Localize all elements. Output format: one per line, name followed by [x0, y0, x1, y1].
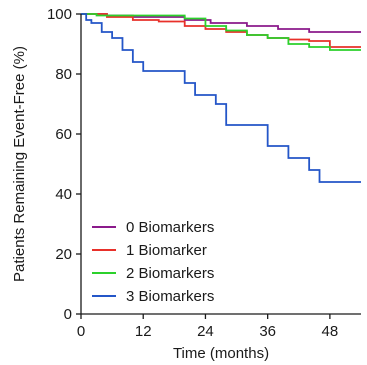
- y-ticks: 0 20 40 60 80 100: [47, 6, 81, 323]
- x-tick-label: 0: [77, 323, 85, 340]
- y-tick-label: 100: [47, 6, 72, 23]
- legend-label: 2 Biomarkers: [126, 265, 214, 282]
- x-axis-title: Time (months): [173, 345, 269, 362]
- axes: [80, 14, 361, 315]
- y-tick-label: 20: [55, 246, 72, 263]
- plot-lines: [81, 13, 361, 183]
- legend-label: 3 Biomarkers: [126, 288, 214, 305]
- y-tick-label: 40: [55, 186, 72, 203]
- y-tick-label: 60: [55, 126, 72, 143]
- x-tick-label: 48: [322, 323, 339, 340]
- series-line-2: [81, 13, 361, 51]
- legend-label: 0 Biomarkers: [126, 219, 214, 236]
- y-axis-title: Patients Remaining Event-Free (%): [11, 46, 28, 282]
- series-line-3: [81, 13, 361, 183]
- x-tick-label: 36: [259, 323, 276, 340]
- legend: 0 Biomarkers 1 Biomarker 2 Biomarkers 3 Bio…: [92, 219, 214, 305]
- y-tick-label: 80: [55, 66, 72, 83]
- y-tick-label: 0: [64, 306, 72, 323]
- legend-label: 1 Biomarker: [126, 242, 207, 259]
- x-tick-label: 12: [135, 323, 152, 340]
- x-ticks: 0 12 24 36 48: [77, 314, 338, 340]
- x-tick-label: 24: [197, 323, 214, 340]
